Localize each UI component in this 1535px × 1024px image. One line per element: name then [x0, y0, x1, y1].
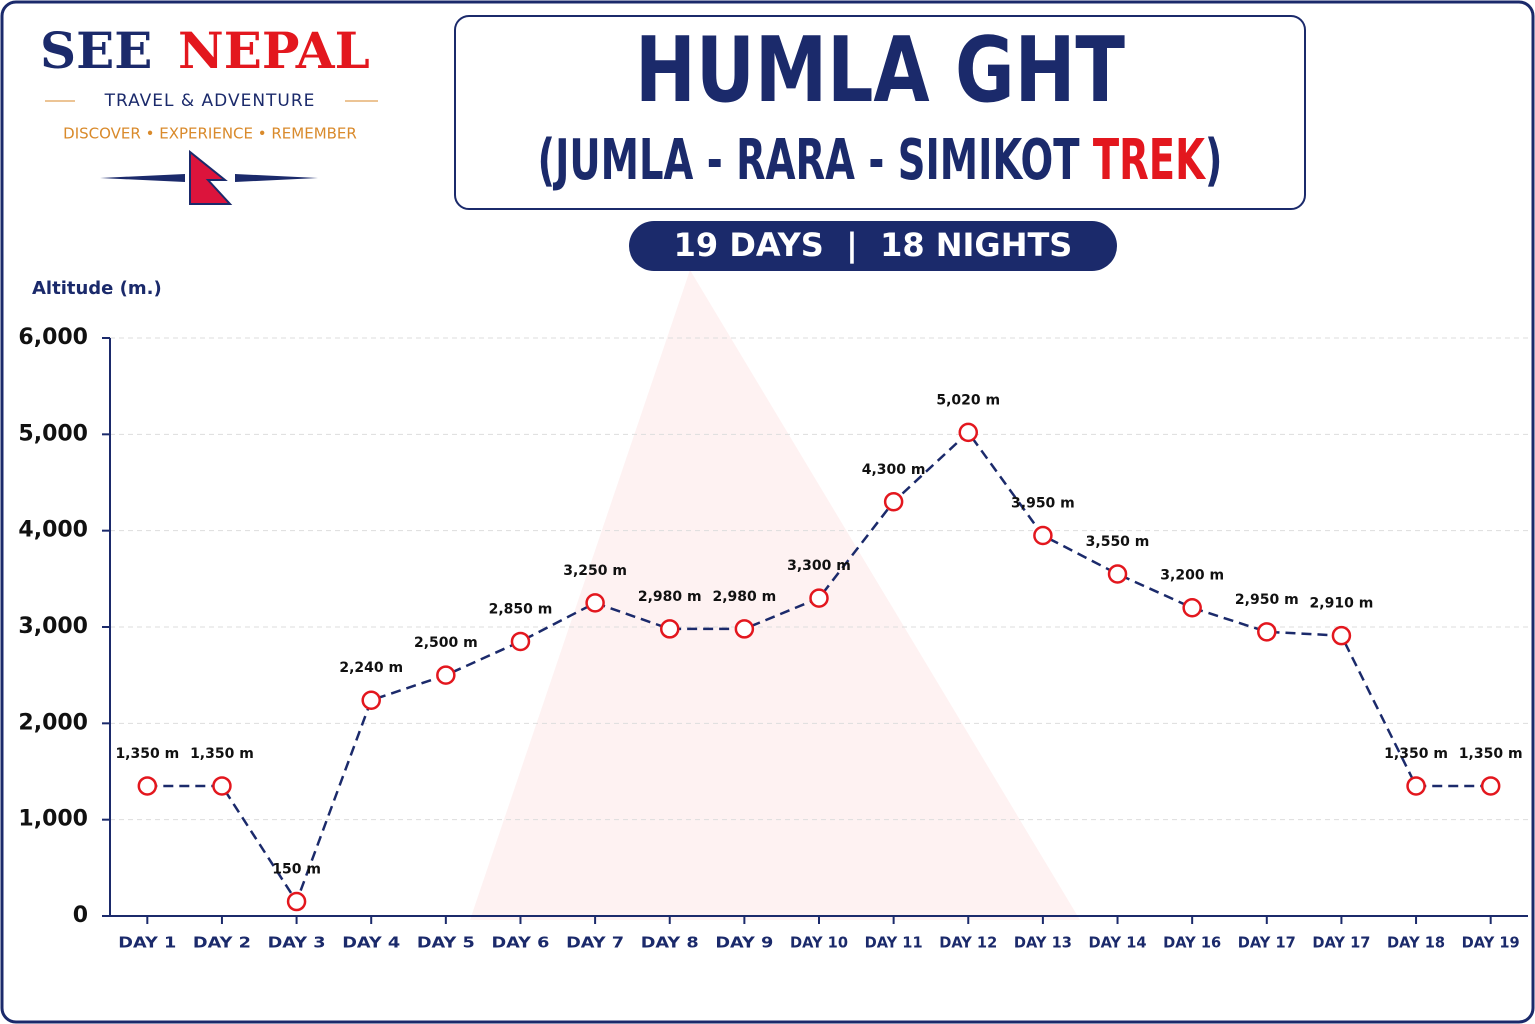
data-label: 4,300 m — [862, 462, 926, 478]
x-tick-label: DAY 3 — [268, 934, 326, 952]
x-tick-label: DAY 19 — [1462, 934, 1520, 952]
marker — [361, 690, 381, 710]
x-tick-label: DAY 16 — [1163, 934, 1221, 952]
plot: 0 1,000 2,000 3,000 4,000 5,000 6,000 DAY 1 DAY … — [18, 325, 1528, 952]
data-label: 150 m — [272, 862, 321, 878]
x-tick-label: DAY 10 — [790, 934, 848, 952]
y-axis-label: Altitude (m.) — [32, 278, 162, 299]
marker — [958, 422, 979, 443]
marker — [883, 492, 904, 512]
x-tick-label: DAY 14 — [1089, 934, 1147, 952]
x-tick-label: DAY 18 — [1387, 934, 1445, 952]
y-tick-label: 4,000 — [18, 518, 88, 543]
marker — [286, 891, 307, 912]
duration: 19 DAYS | 18 NIGHTS — [674, 226, 1073, 265]
y-tick-label: 1,000 — [18, 807, 88, 832]
watermark — [470, 270, 1080, 920]
subtitle-part: (JUMLA - RARA - SIMIKOT — [538, 128, 1080, 193]
x-tick-label: DAY 6 — [491, 934, 549, 952]
data-label: 2,980 m — [638, 589, 702, 605]
logo-see: SEE — [40, 21, 152, 80]
data-label: 1,350 m — [190, 746, 254, 762]
title-box — [454, 15, 1306, 210]
subtitle-part: ) — [1205, 128, 1223, 193]
x-tick-label: DAY 11 — [865, 934, 923, 952]
logo-wing — [100, 174, 185, 182]
data-label: 3,200 m — [1160, 568, 1224, 584]
data-label: 2,950 m — [1235, 592, 1299, 608]
data-label: 1,350 m — [1459, 746, 1523, 762]
x-tick-label: DAY 17 — [1312, 934, 1370, 952]
marker — [1182, 597, 1202, 618]
title: HUMLA GHT — [635, 18, 1125, 123]
x-tick-label: DAY 17 — [1238, 934, 1296, 952]
marker — [1257, 622, 1277, 642]
data-label: 1,350 m — [115, 746, 179, 762]
x-tick-label: DAY 8 — [641, 934, 699, 952]
marker — [809, 588, 829, 608]
data-label: 2,980 m — [712, 589, 776, 605]
x-tick-label: DAY 5 — [417, 934, 475, 952]
data-label: 3,950 m — [1011, 495, 1075, 511]
x-tick-label: DAY 4 — [342, 934, 400, 952]
data-label: 3,550 m — [1086, 534, 1150, 550]
marker — [510, 631, 531, 652]
marker — [212, 776, 232, 796]
y-tick-label: 2,000 — [18, 710, 88, 735]
marker — [1107, 564, 1128, 584]
marker — [137, 776, 158, 796]
marker — [734, 619, 755, 639]
data-label: 2,240 m — [339, 660, 403, 676]
data-label: 3,300 m — [787, 558, 851, 574]
marker — [659, 619, 680, 639]
logo-wing — [235, 174, 318, 182]
marker — [1406, 776, 1426, 796]
marker — [1331, 625, 1352, 646]
x-tick-label: DAY 1 — [118, 934, 176, 952]
x-tick-label: DAY 12 — [939, 934, 997, 952]
duration-pill — [629, 221, 1117, 271]
logo-tagline: TRAVEL & ADVENTURE — [104, 91, 316, 111]
data-label: 3,250 m — [563, 563, 627, 579]
marker — [1033, 525, 1053, 546]
y-tick-label: 6,000 — [18, 325, 88, 350]
data-label: 5,020 m — [936, 392, 1000, 408]
marker — [436, 665, 456, 685]
x-tick-label: DAY 13 — [1014, 934, 1072, 952]
x-tick-label: DAY 9 — [715, 934, 773, 952]
logo-nepal: NEPAL — [178, 21, 370, 80]
data-label: 2,850 m — [489, 601, 553, 617]
y-tick-label: 5,000 — [18, 421, 88, 446]
flag — [189, 149, 233, 205]
x-tick-label: DAY 2 — [193, 934, 251, 952]
x-tick-label: DAY 7 — [566, 934, 624, 952]
y-tick-label: 3,000 — [18, 614, 88, 639]
y-tick-label: 0 — [73, 903, 88, 928]
subtitle-accent: TREK — [1093, 128, 1207, 193]
subtitle: (JUMLA - RARA - SIMIKOT TREK) — [538, 128, 1223, 193]
data-label: 1,350 m — [1384, 746, 1448, 762]
data-label: 2,500 m — [414, 635, 478, 651]
marker — [1480, 776, 1501, 796]
marker — [585, 593, 605, 613]
logo-motto: DISCOVER • EXPERIENCE • REMEMBER — [63, 125, 357, 143]
data-label: 2,910 m — [1310, 596, 1374, 612]
